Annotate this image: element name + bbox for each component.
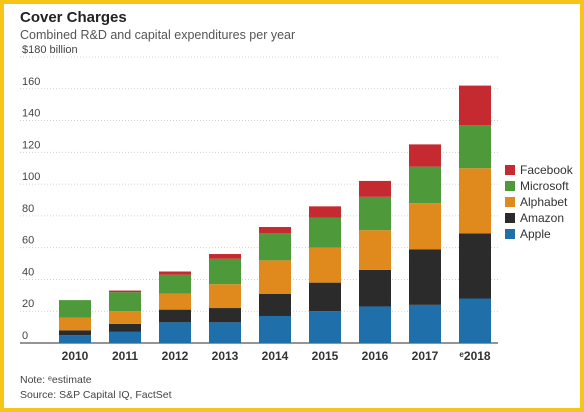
bar-segment-microsoft bbox=[459, 125, 491, 169]
bar-segment-facebook bbox=[259, 227, 291, 234]
legend-swatch-alphabet bbox=[505, 197, 515, 207]
legend-swatch-apple bbox=[505, 229, 515, 239]
bar-segment-apple bbox=[209, 322, 241, 343]
bar-segment-alphabet bbox=[359, 230, 391, 270]
bar-segment-amazon bbox=[359, 269, 391, 307]
x-tick-label: 2015 bbox=[312, 349, 339, 363]
bar-segment-alphabet bbox=[59, 317, 91, 331]
bar-segment-amazon bbox=[459, 233, 491, 299]
bar-segment-microsoft bbox=[59, 300, 91, 318]
legend-label-microsoft: Microsoft bbox=[520, 179, 569, 193]
bar-segment-amazon bbox=[209, 308, 241, 323]
bar-segment-facebook bbox=[309, 206, 341, 218]
y-tick-label: $180 billion bbox=[22, 44, 78, 56]
y-tick-label: 0 bbox=[22, 330, 28, 342]
legend-swatch-microsoft bbox=[505, 181, 515, 191]
y-tick-label: 40 bbox=[22, 266, 34, 278]
bar-segment-apple bbox=[109, 331, 141, 343]
y-tick-label: 60 bbox=[22, 235, 34, 247]
bar-segment-apple bbox=[409, 304, 441, 343]
chart-subtitle: Combined R&D and capital expenditures pe… bbox=[20, 28, 296, 42]
bar-segment-alphabet bbox=[109, 311, 141, 324]
legend-label-facebook: Facebook bbox=[520, 163, 574, 177]
bar-segment-microsoft bbox=[409, 166, 441, 204]
bar-segment-amazon bbox=[309, 282, 341, 312]
bar-segment-alphabet bbox=[409, 203, 441, 250]
y-tick-label: 140 bbox=[22, 108, 40, 120]
bar-segment-amazon bbox=[109, 323, 141, 332]
bar-segment-facebook bbox=[109, 290, 141, 293]
bar-segment-microsoft bbox=[259, 233, 291, 261]
x-tick-label: 2017 bbox=[412, 349, 439, 363]
bar-segment-alphabet bbox=[259, 260, 291, 294]
bar-segment-facebook bbox=[409, 144, 441, 167]
bar-segment-microsoft bbox=[309, 217, 341, 248]
x-tick-label: 2016 bbox=[362, 349, 389, 363]
legend-label-alphabet: Alphabet bbox=[520, 195, 568, 209]
bar-segment-apple bbox=[59, 335, 91, 343]
bar-segment-microsoft bbox=[109, 292, 141, 312]
x-tick-label: 2010 bbox=[62, 349, 89, 363]
bar-segment-amazon bbox=[259, 293, 291, 316]
bar-segment-apple bbox=[259, 315, 291, 343]
bar-segment-microsoft bbox=[209, 258, 241, 285]
legend-label-apple: Apple bbox=[520, 227, 551, 241]
bar-segment-alphabet bbox=[309, 247, 341, 283]
bar-segment-alphabet bbox=[209, 284, 241, 309]
x-tick-label: 2013 bbox=[212, 349, 239, 363]
bar-segment-apple bbox=[459, 298, 491, 343]
legend-swatch-amazon bbox=[505, 213, 515, 223]
bar-segment-microsoft bbox=[359, 196, 391, 231]
bar-segment-facebook bbox=[459, 85, 491, 126]
bar-segment-amazon bbox=[409, 249, 441, 305]
bar-segment-microsoft bbox=[159, 274, 191, 294]
bar-segment-apple bbox=[309, 311, 341, 343]
chart-title: Cover Charges bbox=[20, 9, 127, 26]
y-tick-label: 80 bbox=[22, 203, 34, 215]
x-tick-label: 2011 bbox=[112, 349, 138, 363]
bar-segment-facebook bbox=[159, 271, 191, 275]
bar-segment-amazon bbox=[59, 330, 91, 336]
x-tick-label: ᵉ2018 bbox=[459, 349, 491, 363]
y-tick-label: 160 bbox=[22, 76, 40, 88]
x-tick-label: 2012 bbox=[162, 349, 189, 363]
legend-swatch-facebook bbox=[505, 165, 515, 175]
bar-segment-alphabet bbox=[159, 293, 191, 310]
chart-note: Note: ᵉestimate bbox=[20, 374, 92, 386]
chart-source: Source: S&P Capital IQ, FactSet bbox=[20, 389, 172, 401]
x-tick-label: 2014 bbox=[262, 349, 289, 363]
bar-segment-facebook bbox=[359, 180, 391, 197]
legend-label-amazon: Amazon bbox=[520, 211, 564, 225]
y-tick-label: 100 bbox=[22, 171, 40, 183]
y-tick-label: 20 bbox=[22, 298, 34, 310]
bar-segment-apple bbox=[359, 306, 391, 343]
bar-segment-apple bbox=[159, 322, 191, 343]
bar-segment-amazon bbox=[159, 309, 191, 323]
bar-segment-facebook bbox=[209, 254, 241, 259]
y-tick-label: 120 bbox=[22, 139, 40, 151]
bar-segment-alphabet bbox=[459, 168, 491, 234]
